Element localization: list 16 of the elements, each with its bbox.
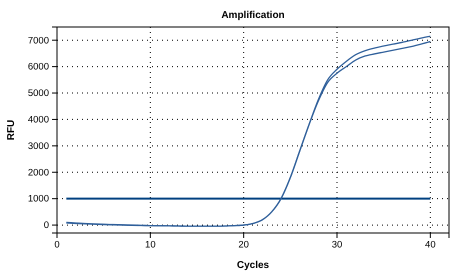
y-axis-title: RFU [6, 120, 17, 140]
y-tick-label: 2000 [28, 167, 49, 178]
x-tick-label: 10 [145, 240, 156, 251]
x-tick-label: 40 [425, 240, 436, 251]
x-tick-label: 0 [54, 240, 60, 251]
y-tick-label: 7000 [28, 35, 49, 46]
y-tick-label: 5000 [28, 88, 49, 100]
y-tick-label: 0 [44, 220, 49, 232]
y-tick-label: 3000 [28, 140, 49, 152]
y-tick-label: 1000 [28, 194, 49, 205]
chart-title: Amplification [221, 10, 285, 21]
y-tick-label: 6000 [28, 62, 49, 73]
y-tick-label: 4000 [28, 114, 49, 126]
x-tick-label: 20 [238, 240, 249, 251]
x-tick-label: 30 [332, 240, 342, 251]
x-axis-title: Cycles [236, 260, 270, 271]
